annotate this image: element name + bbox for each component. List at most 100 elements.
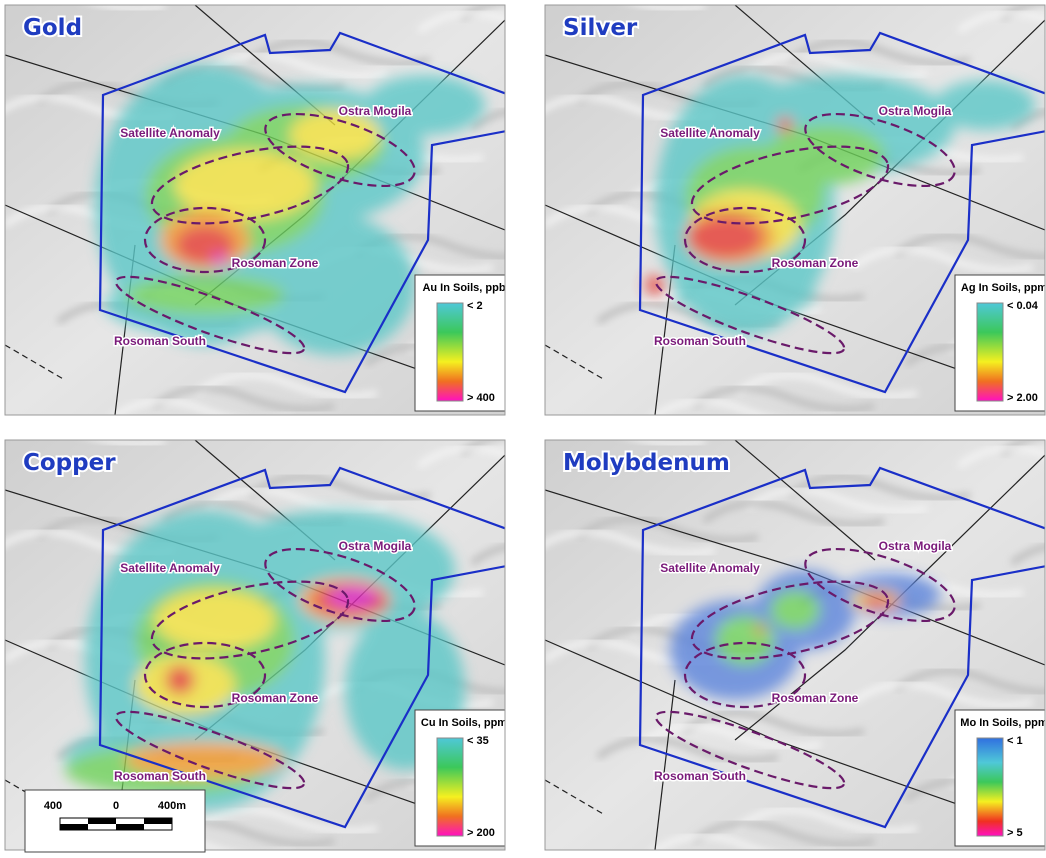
zone-label: Satellite Anomaly [660,126,760,140]
anomaly [165,665,195,695]
terrain-ridge [152,385,335,413]
legend-min: < 35 [467,735,489,747]
anomaly [755,625,765,635]
terrain-ridge [735,807,918,835]
fault-line [654,679,676,850]
terrain-ridge [576,516,759,544]
target-zone [804,112,956,188]
terrain-ridge [248,39,431,67]
anomaly [770,590,820,630]
legend-max: > 400 [467,392,495,404]
panel-title: Copper [23,450,116,476]
target-zone [264,547,416,623]
terrain-ridge [470,544,505,566]
zone-label: Rosoman Zone [232,256,319,270]
legend-title: Mo In Soils, ppm [960,717,1046,729]
terrain-ridge [692,385,875,413]
map-panel: Satellite Anomaly Ostra Mogila Rosoman Zon… [544,4,1046,416]
zone-label: Rosoman South [654,334,746,348]
fault-line [5,344,66,381]
terrain-ridge [894,233,1045,261]
geochem-heatmap [65,510,465,810]
terrain-ridge [596,736,779,764]
zone-label: Rosoman Zone [772,691,859,705]
legend-title: Au In Soils, ppb [422,282,505,294]
target-zone [683,641,807,709]
terrain-ridge [417,445,505,469]
terrain-ridge [205,52,388,80]
panel-frame [544,4,1046,416]
terrain-ridge [788,39,971,67]
terrain-ridge [1010,544,1045,566]
panel-frame [4,4,506,416]
zone-label: Satellite Anomaly [120,561,220,575]
scale-segment [88,818,116,824]
zone-label: Satellite Anomaly [660,561,760,575]
survey-boundary [638,31,1045,394]
legend-ramp [436,302,464,402]
geochem-heatmap [95,65,485,355]
target-zone [654,275,846,355]
panel-title: Molybdenum [563,450,730,476]
anomaly [175,150,315,220]
scale-segment [144,818,172,824]
zone-label: Rosoman Zone [772,256,859,270]
legend-max: > 5 [1007,827,1023,839]
terrain-ridge [94,440,166,447]
terrain-ridge [1010,109,1045,131]
legend-min: < 0.04 [1007,300,1039,312]
terrain-ridge [205,487,388,515]
map-panel: Satellite Anomaly Ostra Mogila Rosoman Zon… [544,439,1046,851]
fault-line [734,440,876,561]
terrain-ridge [957,445,1045,469]
legend-box [414,709,505,847]
zone-label: Ostra Mogila [879,104,952,118]
legend-title: Cu In Soils, ppm [421,717,507,729]
terrain-ridge [682,710,865,738]
survey-boundary [638,466,1045,829]
zone-label: Ostra Mogila [339,539,412,553]
target-zone [690,145,890,225]
legend: Mo In Soils, ppm < 1 > 5 [954,709,1046,847]
legend-ramp [976,737,1004,837]
terrain-ridge [702,500,885,528]
legend-min: < 1 [1007,735,1023,747]
anomaly [365,75,485,135]
scale-segment [60,824,88,830]
terrain-ridge [957,10,1045,34]
anomaly [290,110,380,160]
terrain-ridge [692,820,875,848]
terrain-ridge [417,10,505,34]
terrain-ridge [894,668,1045,696]
terrain-ridge [788,474,971,502]
legend: Cu In Soils, ppm < 35 > 200 [414,709,507,847]
map-area: Satellite Anomaly Ostra Mogila Rosoman Zon… [5,5,505,415]
legend: Au In Soils, ppb < 2 > 400 [414,274,505,412]
anomaly [215,510,455,630]
target-zone [804,547,956,623]
panel-frame [4,439,506,851]
fault-line [545,344,606,381]
terrain-ridge [634,440,706,447]
zone-label: Rosoman South [114,769,206,783]
target-zone [143,206,267,274]
terrain-ridge [545,529,716,557]
target-zone [114,275,306,355]
zone-label: Satellite Anomaly [120,126,220,140]
scale-label: 400m [158,800,186,812]
scale-label: 0 [113,800,119,812]
terrain-ridge [470,109,505,131]
scale-label: 400 [44,800,62,812]
map-area: Satellite Anomaly Ostra Mogila Rosoman Zon… [5,440,507,850]
scale-outline [59,817,173,831]
terrain-ridge [248,474,431,502]
zone-label: Ostra Mogila [339,104,412,118]
zone-label: Ostra Mogila [879,539,952,553]
terrain-ridge [111,398,230,415]
geochem-heatmap [670,570,940,700]
terrain-ridge [195,807,378,835]
terrain-ridge [851,681,1034,709]
terrain-ridge [735,372,918,400]
terrain-ridge [851,246,1034,274]
